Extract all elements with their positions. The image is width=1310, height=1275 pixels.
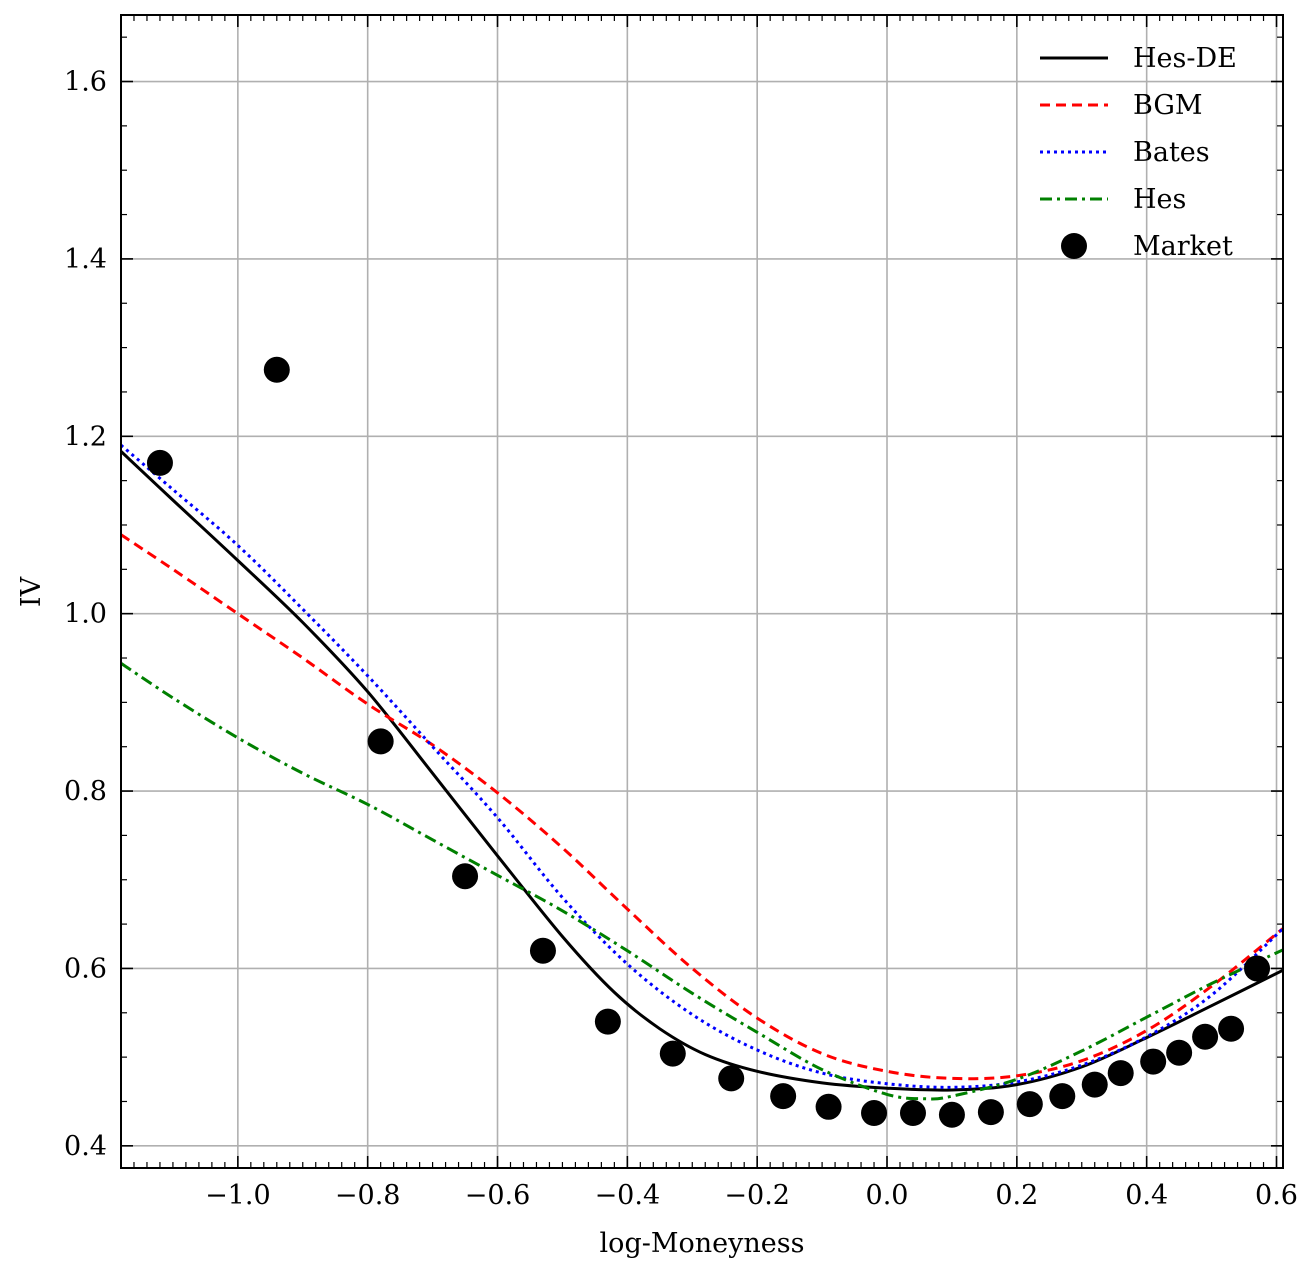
y-axis-label: IV — [16, 576, 47, 607]
tick-labels: −1.0 −0.8 −0.6 −0.4 −0.2 0.0 0.2 0.4 0.6 0.4 0.6 0.… — [64, 67, 1298, 1211]
market-point — [861, 1100, 888, 1127]
y-tick-label: 1.6 — [64, 67, 107, 98]
market-point — [938, 1101, 965, 1128]
legend-label-hes: Hes — [1133, 184, 1186, 215]
market-point — [146, 449, 173, 476]
market-point — [815, 1093, 842, 1120]
market-point — [1016, 1091, 1043, 1118]
market-point — [1140, 1048, 1167, 1075]
y-tick-label: 0.8 — [64, 776, 107, 807]
market-point — [367, 728, 394, 755]
y-tick-label: 1.4 — [64, 244, 107, 275]
market-point — [899, 1100, 926, 1127]
market-point — [1049, 1083, 1076, 1110]
market-point — [1192, 1023, 1219, 1050]
x-axis-label: log-Moneyness — [600, 1228, 805, 1259]
series-line-bgm — [121, 533, 1283, 1081]
x-tick-label: 0.6 — [1255, 1180, 1298, 1211]
x-tick-label: −0.8 — [335, 1180, 401, 1211]
y-tick-label: 1.2 — [64, 421, 107, 452]
market-point — [1107, 1060, 1134, 1087]
axis-ticks — [120, 15, 1283, 1168]
x-tick-label: 0.4 — [1125, 1180, 1168, 1211]
y-tick-label: 0.6 — [64, 953, 107, 984]
market-point — [1166, 1039, 1193, 1066]
market-point — [659, 1040, 686, 1067]
x-tick-label: −1.0 — [205, 1180, 271, 1211]
series-line-hes-de — [121, 450, 1283, 1092]
plot-frame — [120, 14, 1284, 1169]
x-tick-label: −0.6 — [465, 1180, 531, 1211]
x-tick-label: 0.0 — [866, 1180, 909, 1211]
market-points — [146, 356, 1271, 1128]
legend: Hes-DE BGM Bates Hes Market — [1040, 43, 1237, 262]
market-point — [1218, 1015, 1245, 1042]
market-point — [770, 1083, 797, 1110]
market-point — [594, 1008, 621, 1035]
market-point — [529, 937, 556, 964]
market-point — [1081, 1071, 1108, 1098]
series-line-bates — [121, 444, 1283, 1089]
series-layer — [121, 444, 1283, 1101]
market-point — [1244, 955, 1271, 982]
x-tick-label: −0.2 — [724, 1180, 790, 1211]
y-tick-label: 0.4 — [64, 1131, 107, 1162]
y-tick-label: 1.0 — [64, 599, 107, 630]
market-point — [263, 356, 290, 383]
x-tick-label: 0.2 — [995, 1180, 1038, 1211]
market-point — [718, 1065, 745, 1092]
legend-label-bates: Bates — [1133, 137, 1210, 168]
legend-label-bgm: BGM — [1133, 90, 1203, 121]
x-tick-label: −0.4 — [595, 1180, 661, 1211]
legend-label-hes-de: Hes-DE — [1133, 43, 1237, 74]
grid — [121, 15, 1283, 1168]
legend-label-market: Market — [1133, 231, 1233, 262]
market-point — [452, 863, 479, 890]
legend-marker-market — [1061, 233, 1087, 259]
market-point — [977, 1099, 1004, 1126]
series-line-hes — [121, 662, 1283, 1101]
